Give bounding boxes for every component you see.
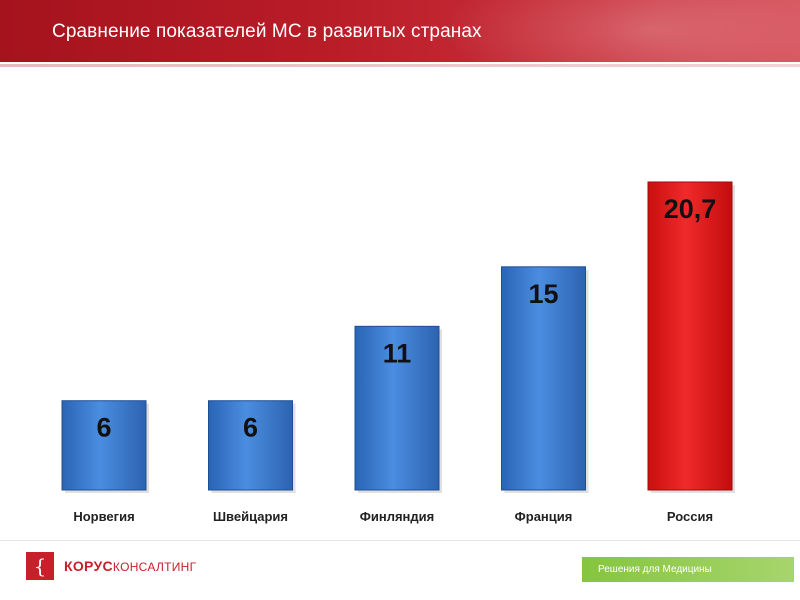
logo-bold-text: КОРУС (64, 558, 113, 574)
data-label-5: 20,7 (664, 194, 717, 224)
data-label-1: 6 (96, 413, 111, 443)
category-label-4: Франция (515, 509, 573, 524)
header-divider (0, 64, 800, 67)
logo-rest-text: КОНСАЛТИНГ (112, 560, 197, 574)
bar-2 (208, 400, 293, 491)
footer-divider (0, 540, 800, 541)
data-label-4: 15 (528, 279, 558, 309)
data-label-3: 11 (383, 338, 412, 368)
bar-5 (647, 181, 733, 491)
brace-logo-icon: { (26, 552, 54, 580)
category-label-1: Норвегия (73, 509, 134, 524)
bar-4 (501, 266, 586, 491)
company-logo: { КОРУСКОНСАЛТИНГ (26, 552, 196, 580)
bar-3 (354, 325, 440, 491)
category-label-5: Россия (667, 509, 713, 524)
bar-1 (61, 400, 147, 491)
bar-chart: 6 Норвегия 6 Швейцария 11 Финляндия 15 Франция 2… (61, 181, 735, 524)
logo-wordmark: КОРУСКОНСАЛТИНГ (64, 558, 196, 574)
header-banner: Сравнение показателей МС в развитых стра… (0, 0, 800, 62)
tagline-badge: Решения для Медицины (582, 557, 794, 582)
category-label-2: Швейцария (213, 509, 288, 524)
page-title: Сравнение показателей МС в развитых стра… (52, 21, 482, 42)
data-label-2: 6 (243, 413, 258, 443)
category-label-3: Финляндия (360, 509, 434, 524)
